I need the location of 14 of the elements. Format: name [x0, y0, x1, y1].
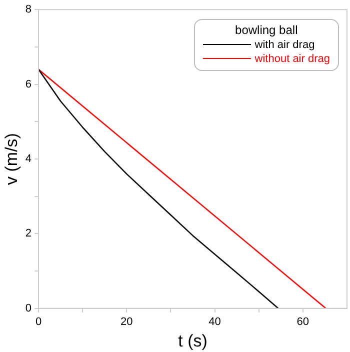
y-tick-label: 8	[25, 4, 32, 16]
y-tick-label: 2	[25, 228, 32, 240]
x-tick-label: 40	[208, 316, 221, 328]
legend-title: bowling ball	[234, 22, 299, 37]
x-axis-title: t (s)	[178, 331, 208, 350]
x-tick-label: 60	[296, 316, 310, 328]
x-tick-label: 20	[120, 316, 133, 328]
y-axis-title: v (m/s)	[2, 133, 21, 185]
legend-label: without air drag	[254, 52, 330, 66]
y-tick-label: 0	[25, 302, 32, 314]
x-tick-label: 0	[35, 316, 42, 328]
y-tick-label: 6	[25, 78, 32, 90]
legend-label: with air drag	[254, 38, 315, 52]
y-tick-label: 4	[25, 153, 32, 166]
